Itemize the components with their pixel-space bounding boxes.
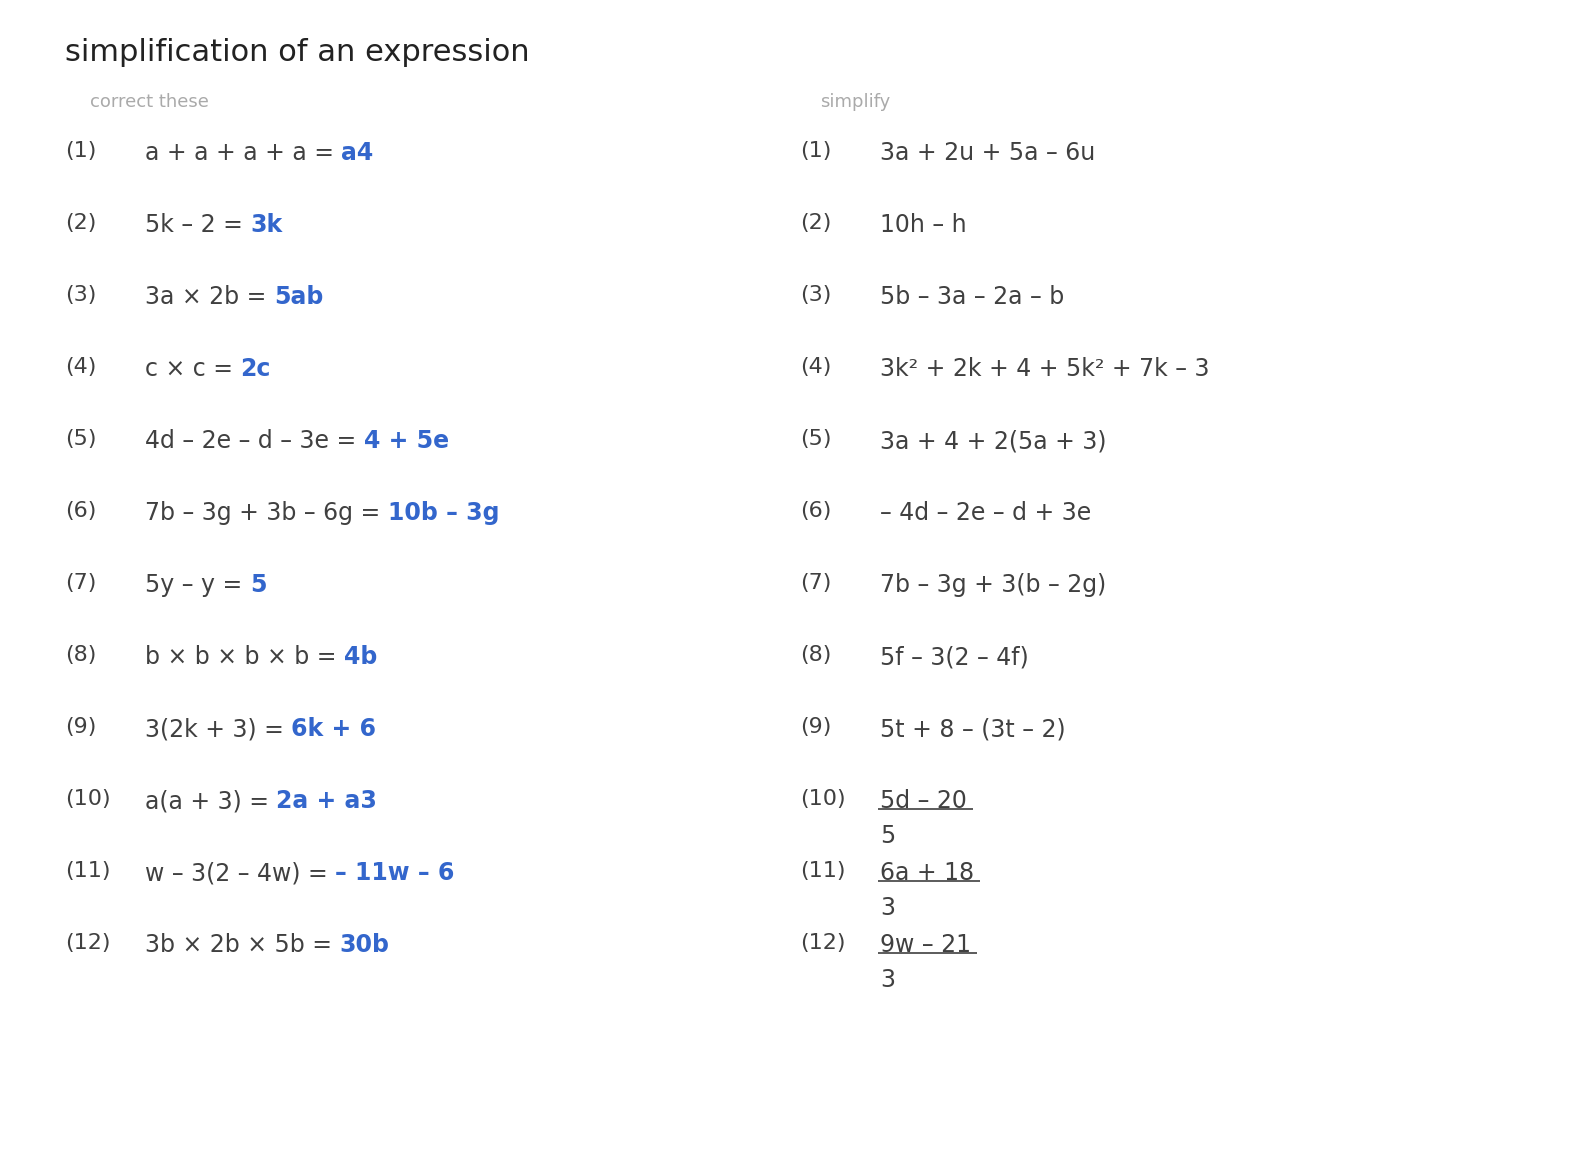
Text: 2a + a3: 2a + a3 — [276, 789, 377, 813]
Text: (6): (6) — [65, 501, 97, 521]
Text: (6): (6) — [799, 501, 831, 521]
Text: (7): (7) — [65, 573, 97, 593]
Text: 7b – 3g + 3(b – 2g): 7b – 3g + 3(b – 2g) — [880, 573, 1107, 597]
Text: 3: 3 — [880, 896, 895, 920]
Text: (8): (8) — [799, 644, 831, 664]
Text: (2): (2) — [65, 213, 97, 233]
Text: a(a + 3) =: a(a + 3) = — [144, 789, 276, 813]
Text: (11): (11) — [799, 861, 845, 881]
Text: 5: 5 — [880, 824, 895, 848]
Text: 3a + 2u + 5a – 6u: 3a + 2u + 5a – 6u — [880, 141, 1096, 165]
Text: 7b – 3g + 3b – 6g =: 7b – 3g + 3b – 6g = — [144, 501, 387, 524]
Text: (1): (1) — [65, 141, 97, 161]
Text: correct these: correct these — [90, 93, 209, 111]
Text: 6k + 6: 6k + 6 — [292, 717, 376, 741]
Text: simplify: simplify — [820, 93, 890, 111]
Text: c × c =: c × c = — [144, 358, 241, 381]
Text: 5y – y =: 5y – y = — [144, 573, 249, 597]
Text: (9): (9) — [65, 717, 97, 737]
Text: (11): (11) — [65, 861, 111, 881]
Text: (5): (5) — [799, 429, 831, 449]
Text: a4: a4 — [341, 141, 374, 165]
Text: 5: 5 — [249, 573, 266, 597]
Text: simplification of an expression: simplification of an expression — [65, 38, 530, 67]
Text: 10b – 3g: 10b – 3g — [387, 501, 500, 524]
Text: (10): (10) — [65, 789, 111, 809]
Text: 3: 3 — [880, 968, 895, 993]
Text: (7): (7) — [799, 573, 831, 593]
Text: (4): (4) — [65, 358, 97, 377]
Text: 3b × 2b × 5b =: 3b × 2b × 5b = — [144, 933, 339, 957]
Text: 4b: 4b — [344, 644, 377, 669]
Text: 4d – 2e – d – 3e =: 4d – 2e – d – 3e = — [144, 429, 363, 453]
Text: 5ab: 5ab — [274, 285, 324, 309]
Text: 3a × 2b =: 3a × 2b = — [144, 285, 274, 309]
Text: 3a + 4 + 2(5a + 3): 3a + 4 + 2(5a + 3) — [880, 429, 1107, 453]
Text: (9): (9) — [799, 717, 831, 737]
Text: (8): (8) — [65, 644, 97, 664]
Text: – 11w – 6: – 11w – 6 — [335, 861, 455, 886]
Text: 6a + 18: 6a + 18 — [880, 861, 974, 886]
Text: (5): (5) — [65, 429, 97, 449]
Text: (12): (12) — [799, 933, 845, 953]
Text: 3(2k + 3) =: 3(2k + 3) = — [144, 717, 292, 741]
Text: – 4d – 2e – d + 3e: – 4d – 2e – d + 3e — [880, 501, 1091, 524]
Text: 2c: 2c — [241, 358, 271, 381]
Text: 5k – 2 =: 5k – 2 = — [144, 213, 251, 238]
Text: (1): (1) — [799, 141, 831, 161]
Text: w – 3(2 – 4w) =: w – 3(2 – 4w) = — [144, 861, 335, 886]
Text: 5d – 20: 5d – 20 — [880, 789, 967, 813]
Text: 5b – 3a – 2a – b: 5b – 3a – 2a – b — [880, 285, 1064, 309]
Text: 4 + 5e: 4 + 5e — [363, 429, 449, 453]
Text: 3k² + 2k + 4 + 5k² + 7k – 3: 3k² + 2k + 4 + 5k² + 7k – 3 — [880, 358, 1210, 381]
Text: (12): (12) — [65, 933, 111, 953]
Text: (10): (10) — [799, 789, 845, 809]
Text: (4): (4) — [799, 358, 831, 377]
Text: (3): (3) — [65, 285, 97, 305]
Text: 5t + 8 – (3t – 2): 5t + 8 – (3t – 2) — [880, 717, 1066, 741]
Text: 30b: 30b — [339, 933, 390, 957]
Text: 10h – h: 10h – h — [880, 213, 966, 238]
Text: (2): (2) — [799, 213, 831, 233]
Text: 3k: 3k — [251, 213, 282, 238]
Text: 9w – 21: 9w – 21 — [880, 933, 971, 957]
Text: (3): (3) — [799, 285, 831, 305]
Text: b × b × b × b =: b × b × b × b = — [144, 644, 344, 669]
Text: a + a + a + a =: a + a + a + a = — [144, 141, 341, 165]
Text: 5f – 3(2 – 4f): 5f – 3(2 – 4f) — [880, 644, 1029, 669]
